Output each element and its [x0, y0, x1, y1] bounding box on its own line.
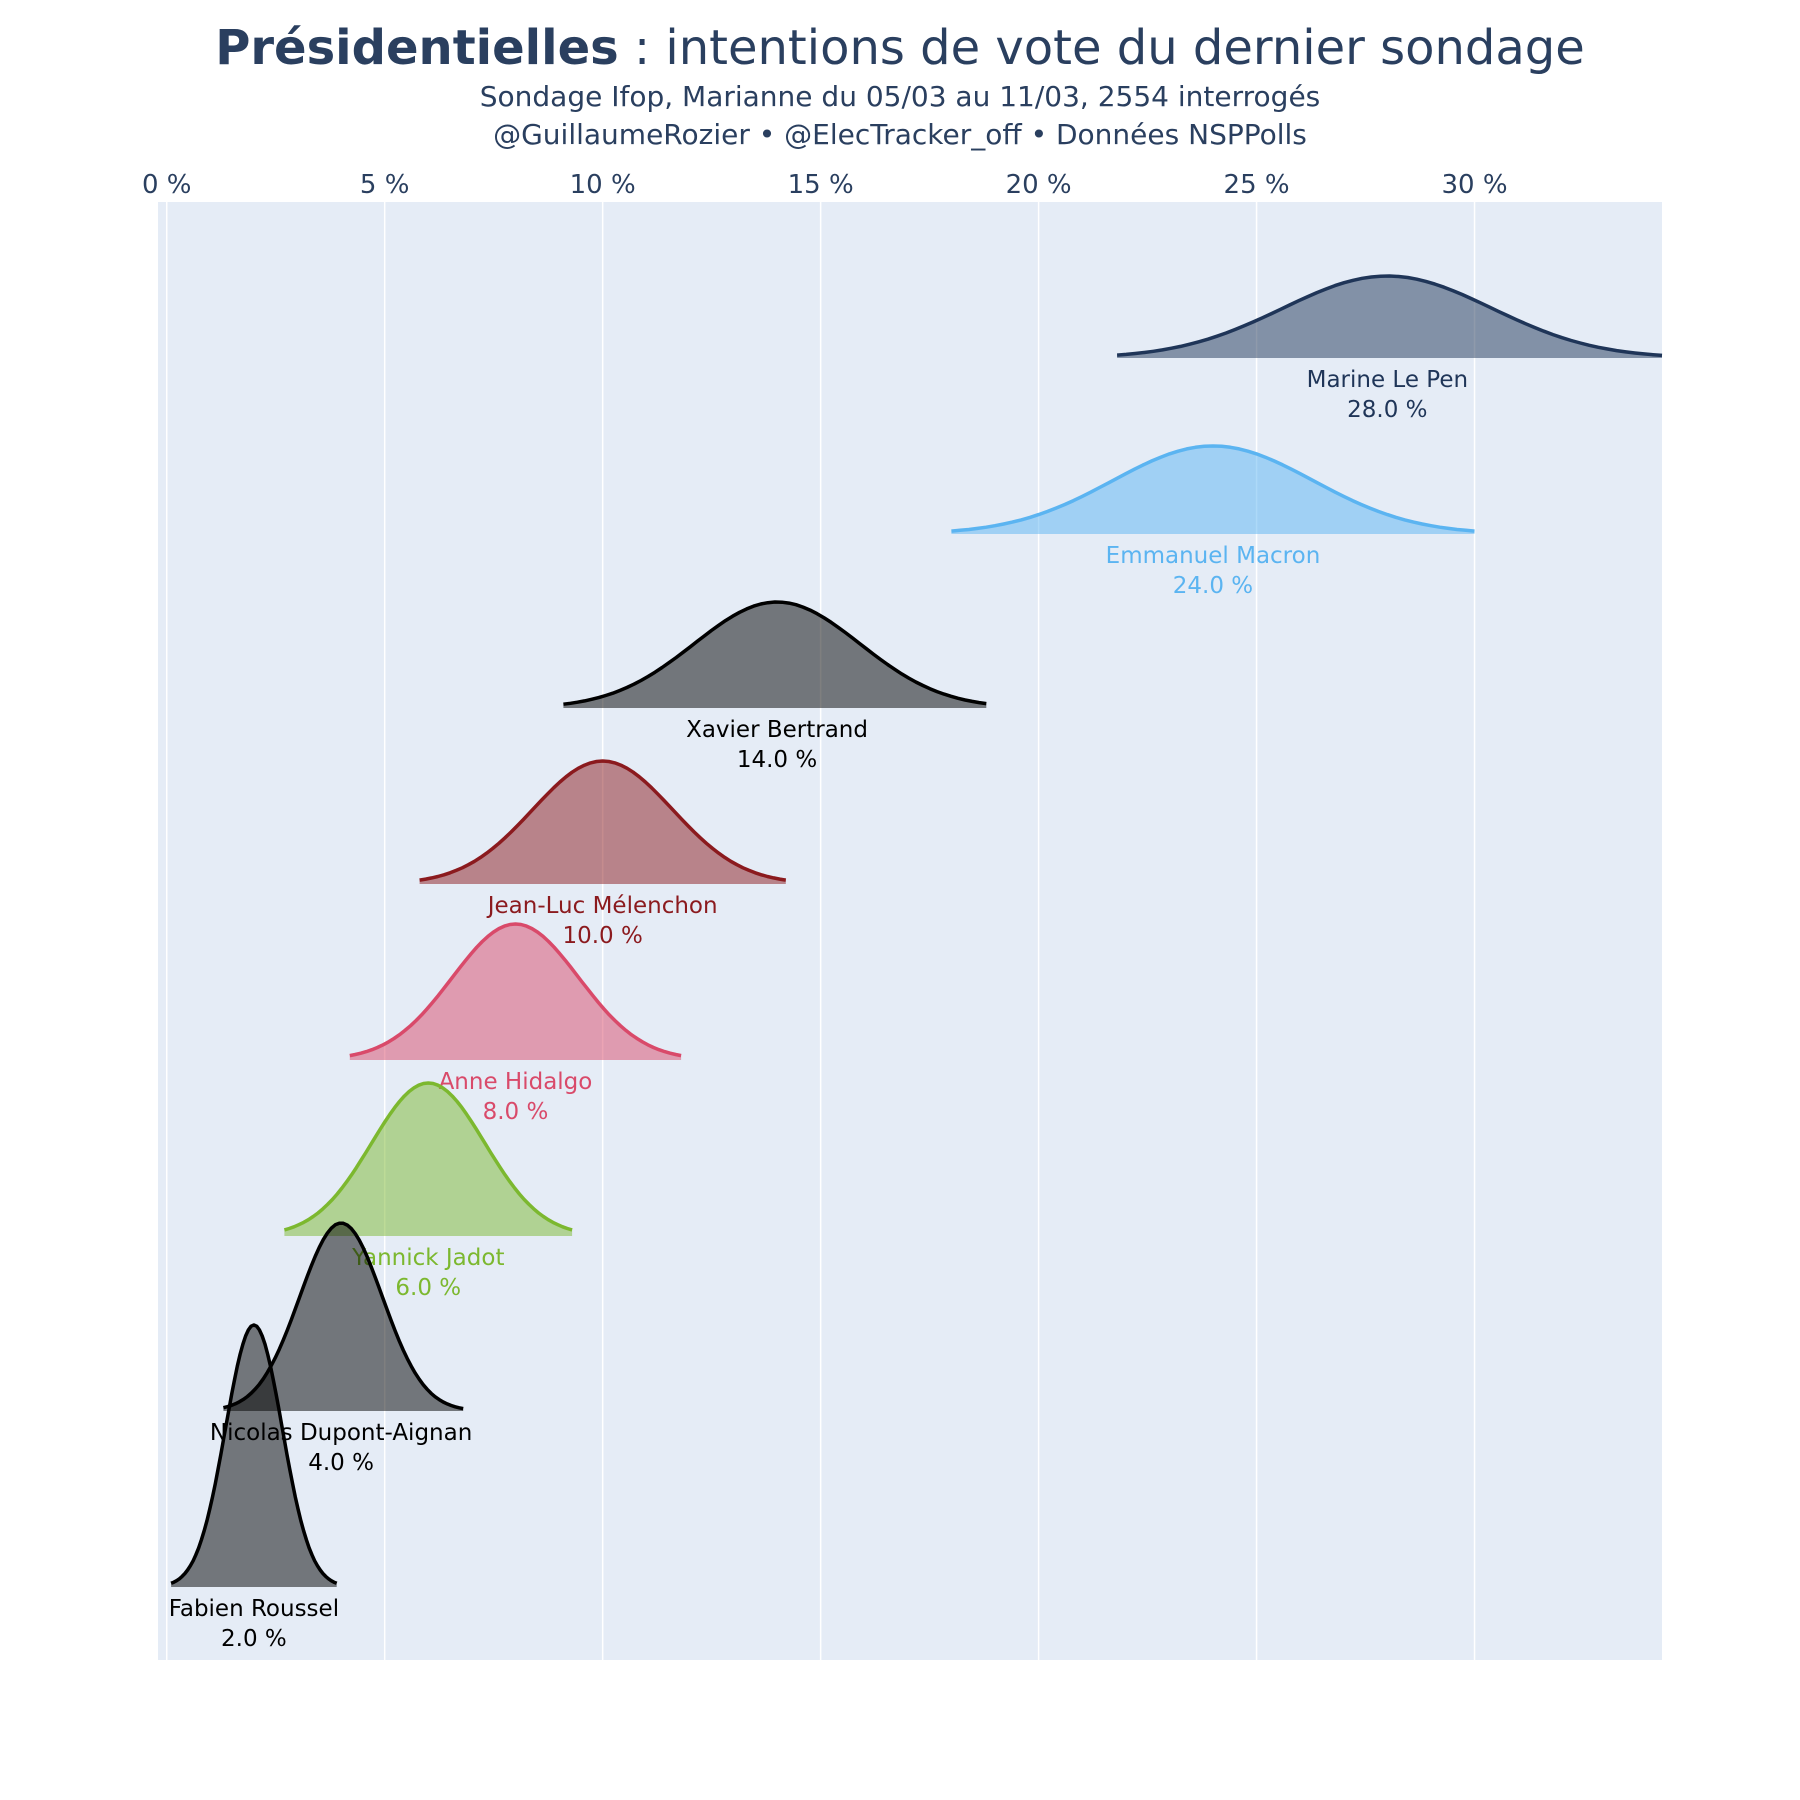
x-tick-label: 10 %	[570, 170, 636, 200]
chart-subtitle-line2: @GuillaumeRozier • @ElecTracker_off • Do…	[493, 118, 1307, 151]
series-value-label: 14.0 %	[737, 747, 817, 773]
series-name-label: Yannick Jadot	[351, 1245, 504, 1271]
x-tick-label: 0 %	[142, 170, 192, 200]
plot-area	[158, 202, 1662, 1660]
density-line	[349, 922, 682, 1058]
series-value-label: 10.0 %	[562, 923, 642, 949]
series-value-label: 24.0 %	[1173, 573, 1253, 599]
density-area	[171, 1325, 337, 1587]
density-area	[563, 602, 987, 708]
density-line	[170, 1323, 338, 1585]
series-name-label: Anne Hidalgo	[439, 1069, 593, 1095]
series-name-label: Emmanuel Macron	[1106, 543, 1321, 569]
density-area	[1117, 276, 1662, 358]
density-area	[223, 1223, 464, 1411]
density-area	[284, 1083, 573, 1236]
series-value-label: 28.0 %	[1347, 397, 1427, 423]
series-value-label: 4.0 %	[308, 1450, 374, 1476]
chart-subtitle-line1: Sondage Ifop, Marianne du 05/03 au 11/03…	[479, 80, 1321, 113]
density-area	[419, 761, 786, 884]
chart-title-bold: Présidentielles	[215, 20, 619, 76]
series-value-label: 8.0 %	[483, 1099, 549, 1125]
series-name-label: Fabien Roussel	[169, 1596, 339, 1622]
chart-header: Présidentielles : intentions de vote du …	[0, 18, 1800, 154]
density-line	[951, 444, 1475, 533]
density-line	[1116, 274, 1663, 358]
density-area	[349, 924, 682, 1060]
chart-title: Présidentielles : intentions de vote du …	[0, 18, 1800, 78]
chart-title-rest: : intentions de vote du dernier sondage	[618, 20, 1585, 76]
density-line	[563, 600, 987, 706]
density-line	[283, 1081, 573, 1232]
x-tick-label: 5 %	[360, 170, 410, 200]
x-tick-label: 20 %	[1006, 170, 1072, 200]
series-value-label: 2.0 %	[221, 1626, 287, 1652]
series-name-label: Xavier Bertrand	[686, 717, 868, 743]
x-tick-label: 30 %	[1442, 170, 1508, 200]
series-value-label: 6.0 %	[395, 1275, 461, 1301]
series-name-label: Jean-Luc Mélenchon	[486, 893, 718, 919]
density-area	[951, 446, 1475, 534]
density-line	[419, 759, 787, 882]
x-tick-label: 15 %	[788, 170, 854, 200]
x-tick-label: 25 %	[1224, 170, 1290, 200]
series-name-label: Marine Le Pen	[1307, 367, 1468, 393]
